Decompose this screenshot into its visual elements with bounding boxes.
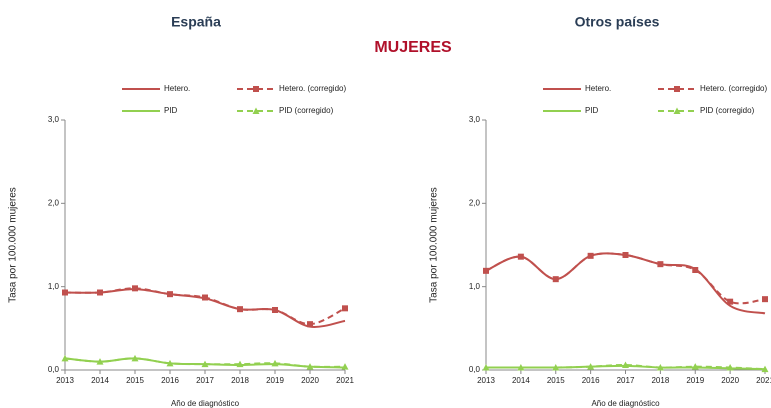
y-tick-label: 2,0 (469, 198, 481, 207)
marker (657, 261, 664, 268)
y-axis-label: Tasa por 100.000 mujeres (8, 187, 19, 303)
marker (342, 305, 348, 312)
legend-label: PID (164, 106, 178, 115)
marker (272, 307, 278, 313)
y-tick-label: 1,0 (469, 282, 481, 291)
marker (236, 360, 244, 368)
x-tick-label: 2014 (91, 376, 109, 385)
marker (97, 289, 103, 296)
marker (587, 252, 594, 259)
y-tick-label: 1,0 (48, 282, 60, 291)
marker (587, 363, 595, 370)
marker (762, 296, 768, 303)
marker (552, 276, 559, 283)
marker (726, 364, 734, 371)
x-tick-label: 2018 (651, 376, 669, 385)
x-tick-label: 2013 (477, 376, 495, 385)
x-tick-label: 2020 (721, 376, 739, 385)
marker (202, 294, 208, 301)
series-line (64, 287, 346, 326)
x-tick-label: 2014 (512, 376, 530, 385)
marker (62, 289, 68, 296)
marker (727, 298, 734, 305)
x-tick-label: 2015 (547, 376, 565, 385)
marker (656, 364, 664, 371)
series-line (486, 363, 766, 371)
x-tick-label: 2016 (582, 376, 600, 385)
legend-marker (674, 86, 680, 92)
x-tick-label: 2021 (336, 376, 354, 385)
marker (482, 364, 490, 371)
legend-label: Hetero. (corregido) (279, 84, 346, 93)
marker (761, 365, 769, 373)
x-axis-label: Año de diagnóstico (591, 399, 660, 408)
legend-label: Hetero. (corregido) (700, 84, 767, 93)
marker (622, 361, 629, 368)
legend-label: Hetero. (164, 84, 190, 93)
main-title: MUJERES (374, 39, 452, 56)
x-tick-label: 2019 (686, 376, 704, 385)
legend-marker (252, 107, 260, 114)
marker (552, 364, 560, 371)
marker (692, 267, 699, 273)
marker (167, 291, 173, 298)
legend-marker (673, 107, 681, 114)
legend-label: Hetero. (585, 84, 611, 93)
marker (61, 354, 69, 362)
marker (132, 285, 138, 292)
marker (96, 358, 104, 365)
legend-marker (253, 86, 259, 92)
marker (237, 306, 243, 313)
marker (131, 354, 139, 362)
marker (271, 359, 279, 367)
y-tick-label: 2,0 (48, 198, 60, 207)
legend-label: PID (corregido) (700, 106, 755, 115)
y-axis-label: Tasa por 100.000 mujeres (429, 187, 440, 303)
x-tick-label: 2017 (196, 376, 214, 385)
x-tick-label: 2015 (126, 376, 144, 385)
legend-label: PID (585, 106, 599, 115)
y-tick-label: 0,0 (469, 365, 481, 374)
y-tick-label: 0,0 (48, 365, 60, 374)
x-tick-label: 2019 (266, 376, 284, 385)
marker (307, 321, 313, 328)
x-tick-label: 2020 (301, 376, 319, 385)
marker (166, 359, 174, 367)
series-line (485, 252, 766, 305)
marker (483, 267, 489, 274)
x-tick-label: 2021 (756, 376, 771, 385)
marker (201, 360, 209, 368)
x-axis-label: Año de diagnóstico (171, 399, 240, 408)
legend-label: PID (corregido) (279, 106, 334, 115)
marker (306, 363, 314, 370)
x-tick-label: 2017 (617, 376, 635, 385)
y-tick-label: 3,0 (469, 115, 481, 124)
marker (517, 364, 525, 371)
x-tick-label: 2018 (231, 376, 249, 385)
marker (341, 363, 349, 370)
panel-title: Otros países (575, 14, 660, 30)
x-tick-label: 2013 (56, 376, 74, 385)
panel-title: España (171, 14, 221, 30)
y-tick-label: 3,0 (48, 115, 60, 124)
marker (622, 252, 629, 258)
x-tick-label: 2016 (161, 376, 179, 385)
marker (517, 253, 524, 260)
series-line (485, 252, 766, 315)
marker (691, 363, 699, 370)
